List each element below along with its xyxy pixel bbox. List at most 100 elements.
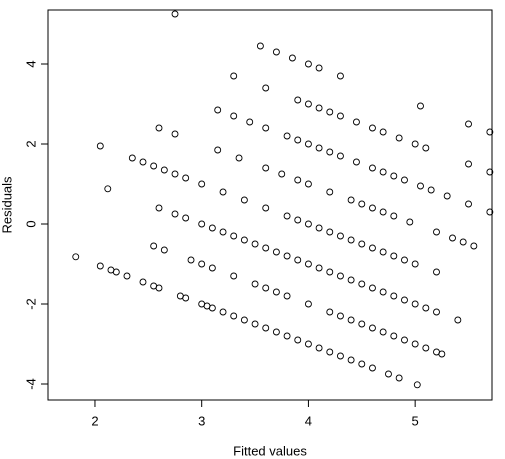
point xyxy=(150,162,158,170)
point xyxy=(390,252,398,260)
point xyxy=(262,84,270,92)
y-tick-label: 4 xyxy=(23,60,38,67)
point xyxy=(182,294,190,302)
point xyxy=(283,332,291,340)
point xyxy=(304,140,312,148)
point xyxy=(326,348,334,356)
point xyxy=(395,374,403,382)
point xyxy=(401,296,408,304)
point xyxy=(379,208,387,216)
point xyxy=(422,344,430,352)
point xyxy=(208,264,216,272)
point xyxy=(326,228,334,236)
point xyxy=(198,220,206,228)
point xyxy=(465,160,472,168)
point xyxy=(486,208,494,216)
point xyxy=(411,140,419,148)
point xyxy=(369,204,376,212)
point xyxy=(417,182,424,190)
point xyxy=(304,340,312,348)
point xyxy=(336,312,344,320)
point xyxy=(160,246,168,254)
point xyxy=(283,132,291,140)
point xyxy=(230,232,238,240)
point xyxy=(326,308,334,316)
point xyxy=(379,288,387,296)
point xyxy=(326,268,334,276)
point xyxy=(96,262,104,270)
point xyxy=(72,253,80,261)
point xyxy=(294,336,302,344)
point xyxy=(262,324,270,332)
y-tick-label: -2 xyxy=(23,298,38,310)
point xyxy=(336,272,344,280)
point xyxy=(262,124,270,132)
point xyxy=(422,144,430,152)
point xyxy=(240,236,248,244)
point xyxy=(454,316,462,324)
point xyxy=(315,224,323,232)
point xyxy=(240,196,248,204)
point xyxy=(449,234,456,242)
point xyxy=(240,316,248,324)
point xyxy=(369,124,376,132)
y-axis-title: Residuals xyxy=(0,176,14,234)
point xyxy=(347,276,355,284)
point xyxy=(294,256,302,264)
point xyxy=(208,304,216,312)
point xyxy=(336,112,344,120)
point xyxy=(379,328,387,336)
point xyxy=(353,158,360,166)
point xyxy=(230,72,238,80)
point xyxy=(208,224,216,232)
point xyxy=(214,106,222,114)
point xyxy=(353,118,360,126)
point xyxy=(427,186,435,194)
point xyxy=(182,214,190,222)
point xyxy=(438,350,446,358)
point xyxy=(187,256,195,264)
point xyxy=(304,220,312,228)
point xyxy=(369,164,376,172)
x-tick-label: 4 xyxy=(305,413,312,428)
point xyxy=(272,248,280,256)
point xyxy=(465,200,472,208)
point xyxy=(112,268,120,276)
point xyxy=(262,284,270,292)
point xyxy=(336,232,344,240)
point xyxy=(182,174,190,182)
point xyxy=(390,332,398,340)
point xyxy=(272,328,280,336)
point xyxy=(288,54,296,62)
point xyxy=(401,176,408,184)
point xyxy=(128,154,136,162)
point xyxy=(304,60,312,68)
point xyxy=(369,324,376,332)
point xyxy=(251,240,259,248)
x-axis-title: Fitted values xyxy=(233,443,307,458)
point xyxy=(336,152,344,160)
point xyxy=(358,280,366,288)
point xyxy=(294,216,302,224)
point xyxy=(219,188,227,196)
point xyxy=(347,316,355,324)
point xyxy=(385,370,392,378)
x-tick-label: 5 xyxy=(412,413,419,428)
point xyxy=(294,176,302,184)
point xyxy=(272,288,280,296)
point xyxy=(219,228,227,236)
point xyxy=(422,304,430,312)
point xyxy=(219,308,227,316)
point xyxy=(326,188,334,196)
point xyxy=(251,320,259,328)
point xyxy=(358,200,366,208)
y-tick-label: 0 xyxy=(23,220,38,227)
point xyxy=(336,352,344,360)
point xyxy=(160,166,168,174)
point xyxy=(379,168,387,176)
point xyxy=(304,100,312,108)
point xyxy=(278,170,286,178)
point xyxy=(315,64,323,72)
point xyxy=(358,320,366,328)
